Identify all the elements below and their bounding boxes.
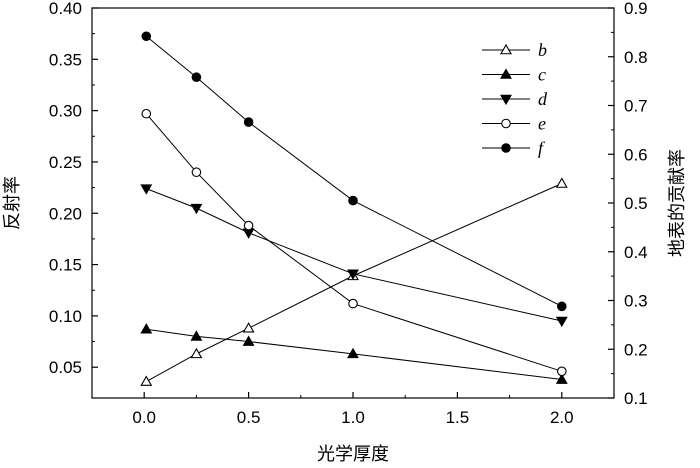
- point-d: [190, 203, 203, 215]
- y2-axis-title: 地表的贡献率: [667, 149, 688, 257]
- series-lines: [145, 35, 563, 383]
- y2-tick-label: 0.9: [624, 0, 648, 18]
- x-tick-label: 0.0: [132, 408, 156, 427]
- point-e: [243, 220, 254, 231]
- x-tick-label: 0.5: [237, 408, 261, 427]
- point-c: [242, 335, 255, 346]
- y-tick-label: 0.20: [49, 204, 82, 223]
- point-c: [190, 330, 203, 341]
- point-f: [348, 195, 358, 206]
- point-d: [347, 269, 359, 280]
- series-markers: [140, 31, 568, 386]
- point-b: [190, 347, 203, 359]
- y2-axis-ticks: 0.1 0.2 0.3 0.4 0.5 0.6 0.7 0.8 0.9: [608, 0, 648, 408]
- x-tick-label: 1.0: [341, 408, 365, 427]
- point-c: [140, 323, 153, 334]
- x-tick-label: 2.0: [550, 408, 574, 427]
- y2-tick-label: 0.8: [624, 48, 648, 67]
- series-line-e: [145, 113, 562, 372]
- x-axis-ticks: 0.0 0.5 1.0 1.5 2.0: [132, 392, 574, 427]
- point-f: [191, 72, 202, 83]
- y-tick-label: 0.25: [49, 153, 82, 172]
- point-e: [141, 108, 152, 119]
- legend-label-f: f: [538, 138, 546, 158]
- y-tick-label: 0.40: [49, 0, 82, 18]
- legend-label-b: b: [538, 40, 547, 60]
- y2-tick-label: 0.5: [624, 194, 648, 213]
- y-tick-label: 0.15: [49, 256, 82, 275]
- series-line-f: [145, 35, 563, 307]
- legend-label-e: e: [538, 114, 546, 134]
- y-tick-label: 0.35: [49, 50, 82, 69]
- point-d: [140, 184, 153, 195]
- point-f: [243, 117, 254, 127]
- legend-marker-b: [500, 43, 512, 55]
- point-b: [555, 177, 568, 188]
- y-tick-label: 0.30: [49, 102, 82, 121]
- y2-tick-label: 0.7: [624, 97, 648, 116]
- point-e: [191, 167, 202, 178]
- y2-tick-label: 0.4: [624, 243, 648, 262]
- y-tick-label: 0.05: [49, 358, 82, 377]
- point-c: [347, 347, 359, 359]
- y2-tick-label: 0.1: [624, 389, 648, 408]
- legend-marker-e: [501, 118, 511, 129]
- point-b: [242, 322, 255, 333]
- point-f: [556, 301, 567, 312]
- y-tick-label: 0.10: [49, 307, 82, 326]
- legend-marker-d: [500, 94, 512, 106]
- point-d: [555, 316, 568, 328]
- point-c: [555, 373, 568, 384]
- x-axis-title: 光学厚度: [317, 444, 389, 465]
- legend-label-d: d: [538, 89, 548, 109]
- point-b: [140, 375, 153, 386]
- legend-label-c: c: [538, 65, 546, 85]
- legend-marker-c: [500, 68, 512, 79]
- legend-marker-f: [501, 143, 511, 153]
- point-f: [141, 31, 152, 42]
- point-e: [348, 298, 358, 309]
- y2-tick-label: 0.2: [624, 340, 648, 359]
- y2-tick-label: 0.6: [624, 145, 648, 164]
- y-axis-title: 反射率: [2, 176, 23, 230]
- point-e: [556, 366, 567, 377]
- y2-tick-label: 0.3: [624, 292, 648, 311]
- x-tick-label: 1.5: [446, 408, 470, 427]
- y-axis-ticks: 0.05 0.10 0.15 0.20 0.25 0.30 0.35 0.40: [49, 0, 98, 377]
